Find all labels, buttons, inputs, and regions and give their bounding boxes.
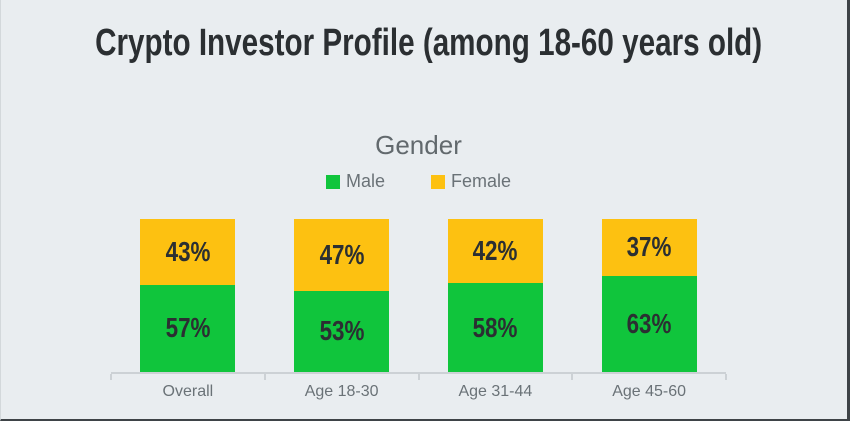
category-labels: Overall Age 18-30 Age 31-44 Age 45-60 bbox=[111, 383, 726, 401]
female-color-swatch bbox=[430, 174, 445, 189]
male-value-label: 53% bbox=[319, 315, 365, 347]
bar-section-age-18-30: 47% 53% bbox=[265, 219, 419, 372]
female-value-label: 42% bbox=[472, 235, 518, 267]
bar-age-18-30: 47% 53% bbox=[294, 219, 390, 372]
legend-male-label: Male bbox=[345, 171, 385, 191]
category-label-overall: Overall bbox=[162, 383, 214, 400]
female-value-label: 37% bbox=[626, 231, 672, 263]
chart-subtitle: Gender bbox=[375, 130, 462, 160]
male-color-swatch bbox=[325, 174, 340, 189]
gender-chart: Gender Male Female 43% 57% bbox=[110, 0, 727, 419]
male-segment: 57% bbox=[140, 284, 236, 372]
x-axis bbox=[110, 372, 727, 381]
bar-age-31-44: 42% 58% bbox=[447, 219, 543, 372]
axis-tick bbox=[571, 374, 574, 380]
page-title: Crypto Investor Profile (among 18-60 yea… bbox=[1, 22, 847, 65]
female-segment: 47% bbox=[294, 219, 390, 291]
legend-female-label: Female bbox=[450, 171, 512, 191]
male-segment: 63% bbox=[601, 275, 697, 372]
male-segment: 58% bbox=[447, 283, 543, 372]
bar-age-45-60: 37% 63% bbox=[601, 219, 697, 372]
legend-item-female: Female bbox=[430, 171, 512, 192]
female-segment: 42% bbox=[447, 219, 543, 284]
female-value-label: 43% bbox=[165, 235, 211, 267]
category-label-age-31-44: Age 31-44 bbox=[458, 383, 533, 400]
bar-section-overall: 43% 57% bbox=[111, 219, 265, 372]
axis-tick bbox=[417, 374, 420, 380]
male-segment: 53% bbox=[294, 290, 390, 372]
plot-area: 43% 57% 47% 53% bbox=[111, 219, 726, 372]
page-title-text: Crypto Investor Profile (among 18-60 yea… bbox=[95, 22, 763, 64]
category-label-age-45-60: Age 45-60 bbox=[612, 383, 687, 400]
male-value-label: 63% bbox=[626, 307, 672, 339]
axis-tick bbox=[263, 374, 266, 380]
axis-tick bbox=[725, 374, 727, 380]
male-value-label: 58% bbox=[472, 311, 518, 343]
female-value-label: 47% bbox=[319, 238, 365, 270]
female-segment: 43% bbox=[140, 219, 236, 285]
category-label-age-18-30: Age 18-30 bbox=[304, 383, 379, 400]
bar-section-age-31-44: 42% 58% bbox=[419, 219, 573, 372]
bar-overall: 43% 57% bbox=[140, 219, 236, 372]
legend-item-male: Male bbox=[325, 171, 385, 192]
male-value-label: 57% bbox=[165, 312, 211, 344]
bar-section-age-45-60: 37% 63% bbox=[572, 219, 726, 372]
female-segment: 37% bbox=[601, 219, 697, 276]
axis-tick bbox=[110, 374, 112, 380]
chart-legend: Male Female bbox=[111, 171, 726, 192]
